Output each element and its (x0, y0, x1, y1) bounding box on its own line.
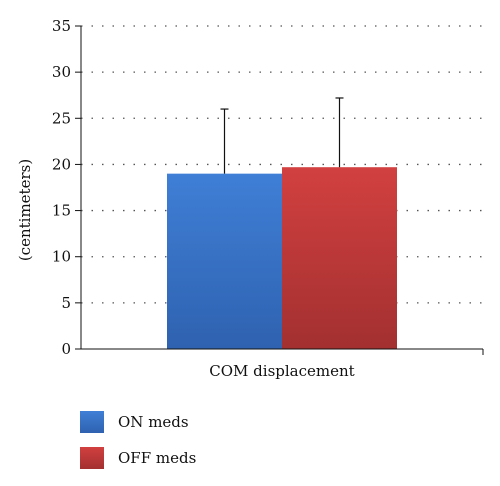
legend-item-on-meds: ON meds (80, 410, 196, 434)
bar-chart: 0 5 10 15 20 25 30 35 (centimeters) COM displac… (16, 17, 484, 380)
y-tick-label-10: 10 (52, 248, 71, 266)
legend-swatch-off-meds (80, 447, 104, 469)
y-tick-labels: 0 5 10 15 20 25 30 35 (52, 17, 71, 358)
bar-off-meds (282, 167, 397, 349)
bars (167, 167, 397, 349)
y-tick-label-20: 20 (52, 155, 71, 173)
legend: ON meds OFF meds (80, 410, 196, 482)
x-axis-category-label: COM displacement (209, 362, 354, 380)
axes (75, 25, 484, 355)
y-tick-label-15: 15 (52, 202, 71, 220)
y-axis-title: (centimeters) (16, 159, 34, 261)
error-bars (220, 97, 344, 174)
legend-label-on-meds: ON meds (118, 413, 189, 431)
legend-label-off-meds: OFF meds (118, 449, 197, 467)
y-tick-label-35: 35 (52, 17, 71, 35)
bar-on-meds (167, 173, 282, 349)
legend-item-off-meds: OFF meds (80, 446, 196, 470)
y-tick-label-25: 25 (52, 109, 71, 127)
y-tick-label-0: 0 (61, 340, 71, 358)
y-tick-label-30: 30 (52, 63, 71, 81)
y-tick-label-5: 5 (61, 294, 71, 312)
legend-swatch-on-meds (80, 411, 104, 433)
